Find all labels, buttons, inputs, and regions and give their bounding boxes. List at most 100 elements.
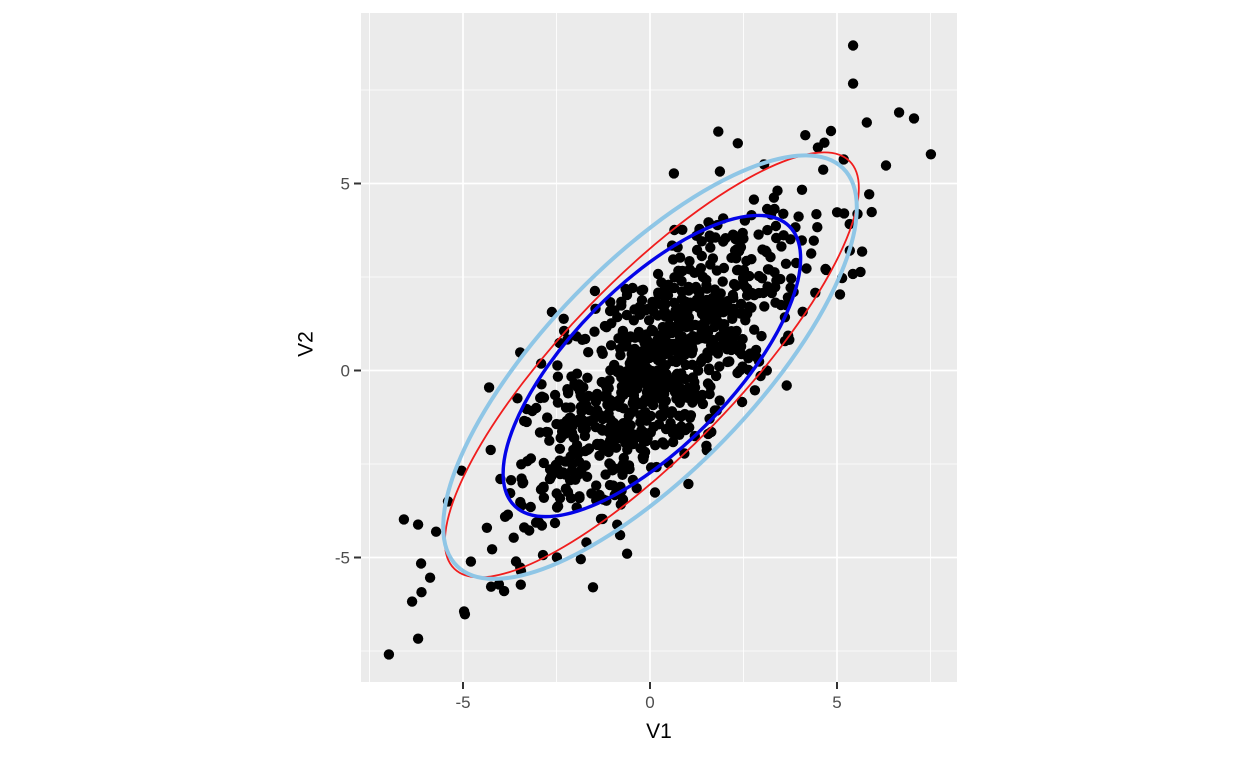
data-point: [656, 277, 667, 288]
data-point: [806, 248, 817, 259]
data-point: [551, 418, 562, 430]
data-point: [483, 382, 495, 393]
data-point: [615, 334, 626, 345]
data-point: [696, 355, 707, 366]
data-point: [771, 232, 782, 244]
data-point: [717, 276, 728, 287]
data-point: [700, 333, 711, 344]
data-point: [554, 455, 565, 466]
data-point: [683, 478, 694, 490]
data-point: [549, 517, 561, 529]
data-point: [673, 328, 684, 340]
data-point: [629, 304, 640, 315]
data-point: [675, 348, 686, 359]
data-point: [737, 307, 748, 319]
data-point: [552, 360, 563, 371]
data-point: [615, 343, 626, 354]
data-point: [670, 305, 681, 316]
data-point: [728, 229, 739, 241]
data-point: [646, 345, 657, 356]
y-axis-title: V2: [294, 330, 318, 357]
data-point: [383, 649, 395, 660]
data-point: [710, 370, 722, 382]
data-point: [607, 305, 618, 316]
data-point: [720, 329, 731, 340]
data-point: [673, 315, 685, 326]
data-point: [649, 487, 661, 498]
data-point: [834, 289, 846, 300]
data-point: [737, 361, 748, 372]
data-point: [594, 450, 605, 461]
data-point: [925, 149, 937, 160]
data-point: [542, 412, 553, 423]
data-point: [604, 479, 616, 491]
data-point: [621, 380, 632, 392]
data-point: [524, 525, 535, 536]
data-point: [701, 283, 713, 294]
data-point: [811, 209, 822, 220]
y-tick-label: -5: [335, 549, 350, 568]
data-point: [623, 333, 634, 344]
data-point: [531, 402, 542, 414]
data-point: [781, 380, 792, 391]
data-point: [603, 446, 614, 458]
data-point: [636, 346, 647, 357]
data-point: [749, 324, 760, 335]
data-point: [793, 211, 804, 222]
data-point: [412, 519, 424, 530]
data-point: [525, 453, 537, 464]
data-point: [554, 443, 566, 454]
data-point: [544, 435, 555, 446]
data-point: [406, 596, 418, 607]
data-point: [412, 633, 424, 644]
data-point: [572, 448, 584, 459]
data-point: [614, 529, 626, 541]
data-point: [486, 544, 498, 555]
data-point: [606, 318, 617, 329]
data-point: [594, 489, 605, 501]
data-point: [605, 297, 616, 308]
data-point: [512, 393, 523, 404]
data-point: [684, 256, 695, 267]
data-point: [667, 436, 679, 448]
data-point: [808, 235, 819, 246]
data-point: [714, 166, 726, 177]
data-point: [838, 154, 849, 165]
data-point: [603, 408, 614, 419]
data-point: [577, 334, 588, 345]
data-point: [866, 206, 877, 218]
data-point: [430, 526, 442, 537]
data-point: [625, 407, 637, 419]
data-point: [645, 427, 656, 438]
x-axis-title: V1: [646, 720, 672, 743]
data-point: [626, 354, 637, 366]
data-point: [641, 329, 652, 340]
data-point: [847, 78, 859, 89]
data-point: [711, 308, 723, 319]
data-point: [679, 408, 690, 420]
data-point: [664, 319, 675, 331]
data-point: [692, 284, 703, 296]
data-point: [666, 374, 678, 386]
data-point: [620, 437, 631, 449]
data-point: [566, 427, 578, 439]
data-point: [538, 492, 550, 503]
data-point: [582, 372, 593, 383]
data-point: [737, 333, 748, 345]
data-point: [647, 399, 659, 411]
data-point: [681, 392, 693, 403]
data-point: [786, 273, 797, 284]
data-point: [759, 301, 770, 312]
data-point: [590, 392, 602, 403]
data-point: [908, 113, 920, 124]
data-point: [643, 315, 655, 326]
data-point: [565, 402, 576, 413]
data-point: [659, 384, 670, 395]
x-tick-label: -5: [455, 693, 470, 712]
data-point: [575, 554, 586, 565]
data-point: [639, 305, 650, 316]
scatter-points: [383, 40, 937, 660]
data-point: [657, 437, 668, 448]
data-point: [810, 287, 821, 298]
data-point: [707, 253, 719, 264]
